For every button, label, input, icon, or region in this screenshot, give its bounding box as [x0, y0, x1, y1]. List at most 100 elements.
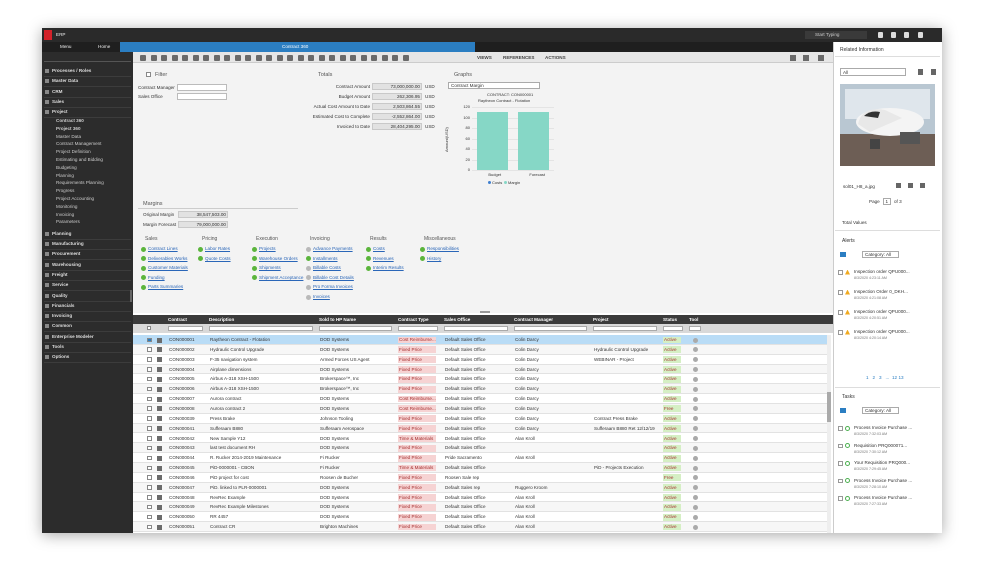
- link[interactable]: History: [427, 255, 442, 261]
- toolbar-menu[interactable]: REFERENCES: [503, 55, 535, 60]
- active-tab[interactable]: [120, 42, 475, 52]
- section-icon[interactable]: [840, 408, 846, 413]
- panel-icon[interactable]: [931, 69, 936, 75]
- toolbar-icon[interactable]: [790, 55, 796, 61]
- pagination[interactable]: 13: [898, 375, 904, 380]
- column-filter[interactable]: [689, 326, 701, 331]
- category-select[interactable]: [862, 251, 899, 258]
- column-filter[interactable]: [663, 326, 683, 331]
- item-text[interactable]: Inspection order QPU000...: [854, 269, 910, 274]
- panel-icon[interactable]: [918, 69, 923, 75]
- header-check[interactable]: [147, 326, 151, 330]
- sidebar-item[interactable]: Sales: [52, 98, 65, 104]
- toolbar-icon[interactable]: [339, 55, 346, 61]
- row-check[interactable]: [147, 445, 152, 451]
- row-check[interactable]: [147, 416, 152, 421]
- image-action[interactable]: [920, 183, 925, 188]
- link[interactable]: Shipment Acceptance: [259, 274, 304, 280]
- link[interactable]: Deliverables Works: [148, 255, 188, 261]
- toolbar-icon[interactable]: [350, 55, 356, 61]
- toolbar-icon[interactable]: [171, 55, 178, 61]
- link[interactable]: Responsibilities: [427, 246, 459, 251]
- link[interactable]: Installments: [313, 255, 338, 261]
- toolbar-icon[interactable]: [213, 55, 220, 61]
- link[interactable]: Contract Lines: [148, 246, 178, 251]
- sidebar-subitem[interactable]: Project 360: [56, 125, 81, 131]
- row-check[interactable]: [147, 367, 152, 372]
- row-check[interactable]: [147, 485, 152, 490]
- panel-select[interactable]: [840, 68, 906, 76]
- sidebar-subitem[interactable]: Contract 360: [56, 118, 84, 123]
- sidebar-item[interactable]: Freight: [52, 271, 68, 277]
- item-check[interactable]: [838, 290, 843, 295]
- toolbar-icon[interactable]: [329, 55, 335, 61]
- toolbar-icon[interactable]: [308, 55, 314, 61]
- sidebar-item[interactable]: Service: [52, 282, 69, 288]
- toolbar-icon[interactable]: [150, 55, 157, 61]
- row-check[interactable]: [147, 495, 152, 500]
- link[interactable]: Advance Payments: [313, 246, 353, 251]
- sidebar-subitem[interactable]: Project Accounting: [56, 196, 95, 201]
- item-check[interactable]: [838, 461, 843, 466]
- tool-icon[interactable]: [693, 357, 698, 363]
- sidebar-subitem[interactable]: Progress: [56, 188, 75, 194]
- link[interactable]: Customer Materials: [148, 265, 188, 271]
- row-check[interactable]: [147, 386, 152, 392]
- item-text[interactable]: Process Invoice Purchase ...: [854, 495, 913, 500]
- row-check[interactable]: [147, 357, 152, 362]
- sidebar-subitem[interactable]: Estimating and Bidding: [56, 157, 103, 162]
- toolbar-icon[interactable]: [392, 55, 398, 61]
- sidebar-item[interactable]: Procurement: [52, 251, 81, 257]
- item-check[interactable]: [838, 496, 843, 501]
- row-check[interactable]: [147, 347, 152, 352]
- sidebar-item[interactable]: Master Data: [52, 78, 79, 84]
- item-text[interactable]: Inspection Order 0_DKH...: [854, 289, 908, 294]
- sidebar-item[interactable]: Quality: [52, 292, 68, 298]
- sidebar-item[interactable]: Financials: [52, 302, 75, 308]
- table-row[interactable]: [133, 394, 827, 404]
- link[interactable]: Parts Summaries: [148, 284, 184, 290]
- home-button[interactable]: Home: [98, 44, 111, 49]
- column-filter[interactable]: [444, 326, 508, 331]
- toolbar-icon[interactable]: [803, 55, 809, 61]
- filter-input[interactable]: [177, 84, 227, 91]
- toolbar-icon[interactable]: [381, 55, 388, 61]
- sidebar-item[interactable]: Enterprise Modeler: [52, 333, 94, 339]
- link[interactable]: Pro Forma Invoices: [313, 284, 353, 290]
- pagination[interactable]: 1: [866, 375, 869, 380]
- sidebar-subitem[interactable]: Requirements Planning: [56, 180, 104, 186]
- sidebar-item[interactable]: Invoicing: [52, 313, 73, 319]
- link[interactable]: Revenues: [373, 255, 394, 261]
- tool-icon[interactable]: [693, 514, 698, 520]
- row-check[interactable]: [147, 455, 152, 461]
- toolbar-icon[interactable]: [266, 55, 272, 61]
- section-icon[interactable]: [840, 252, 846, 257]
- tab-title[interactable]: Contract 360: [282, 44, 309, 49]
- row-check[interactable]: [147, 337, 152, 342]
- tool-icon[interactable]: [693, 416, 698, 422]
- page-box[interactable]: [883, 197, 891, 205]
- item-text[interactable]: Inspection order QPU000...: [854, 309, 910, 314]
- item-check[interactable]: [838, 478, 843, 483]
- item-check[interactable]: [838, 270, 843, 275]
- column-filter[interactable]: [398, 326, 438, 331]
- sidebar-item[interactable]: Options: [52, 354, 70, 360]
- sidebar-item[interactable]: CRM: [52, 88, 63, 94]
- item-check[interactable]: [838, 310, 843, 315]
- tool-icon[interactable]: [693, 396, 698, 402]
- toolbar-icon[interactable]: [360, 55, 367, 61]
- table-row[interactable]: [133, 512, 827, 523]
- toolbar-icon[interactable]: [402, 55, 409, 61]
- toolbar-icon[interactable]: [276, 55, 283, 61]
- link[interactable]: Quote Costs: [205, 255, 231, 261]
- sidebar-item[interactable]: Project: [52, 109, 68, 115]
- toolbar-icon[interactable]: [255, 55, 262, 61]
- sidebar-item[interactable]: Processes / Roles: [52, 68, 92, 73]
- link[interactable]: Labor Rates: [205, 246, 231, 251]
- item-text[interactable]: Inspection order QPU000...: [854, 329, 910, 334]
- item-check[interactable]: [838, 330, 843, 335]
- link[interactable]: Shipments: [259, 265, 281, 271]
- toolbar-menu[interactable]: VIEWS: [477, 55, 492, 60]
- menu-button[interactable]: Menu: [60, 44, 72, 49]
- row-check[interactable]: [147, 475, 152, 480]
